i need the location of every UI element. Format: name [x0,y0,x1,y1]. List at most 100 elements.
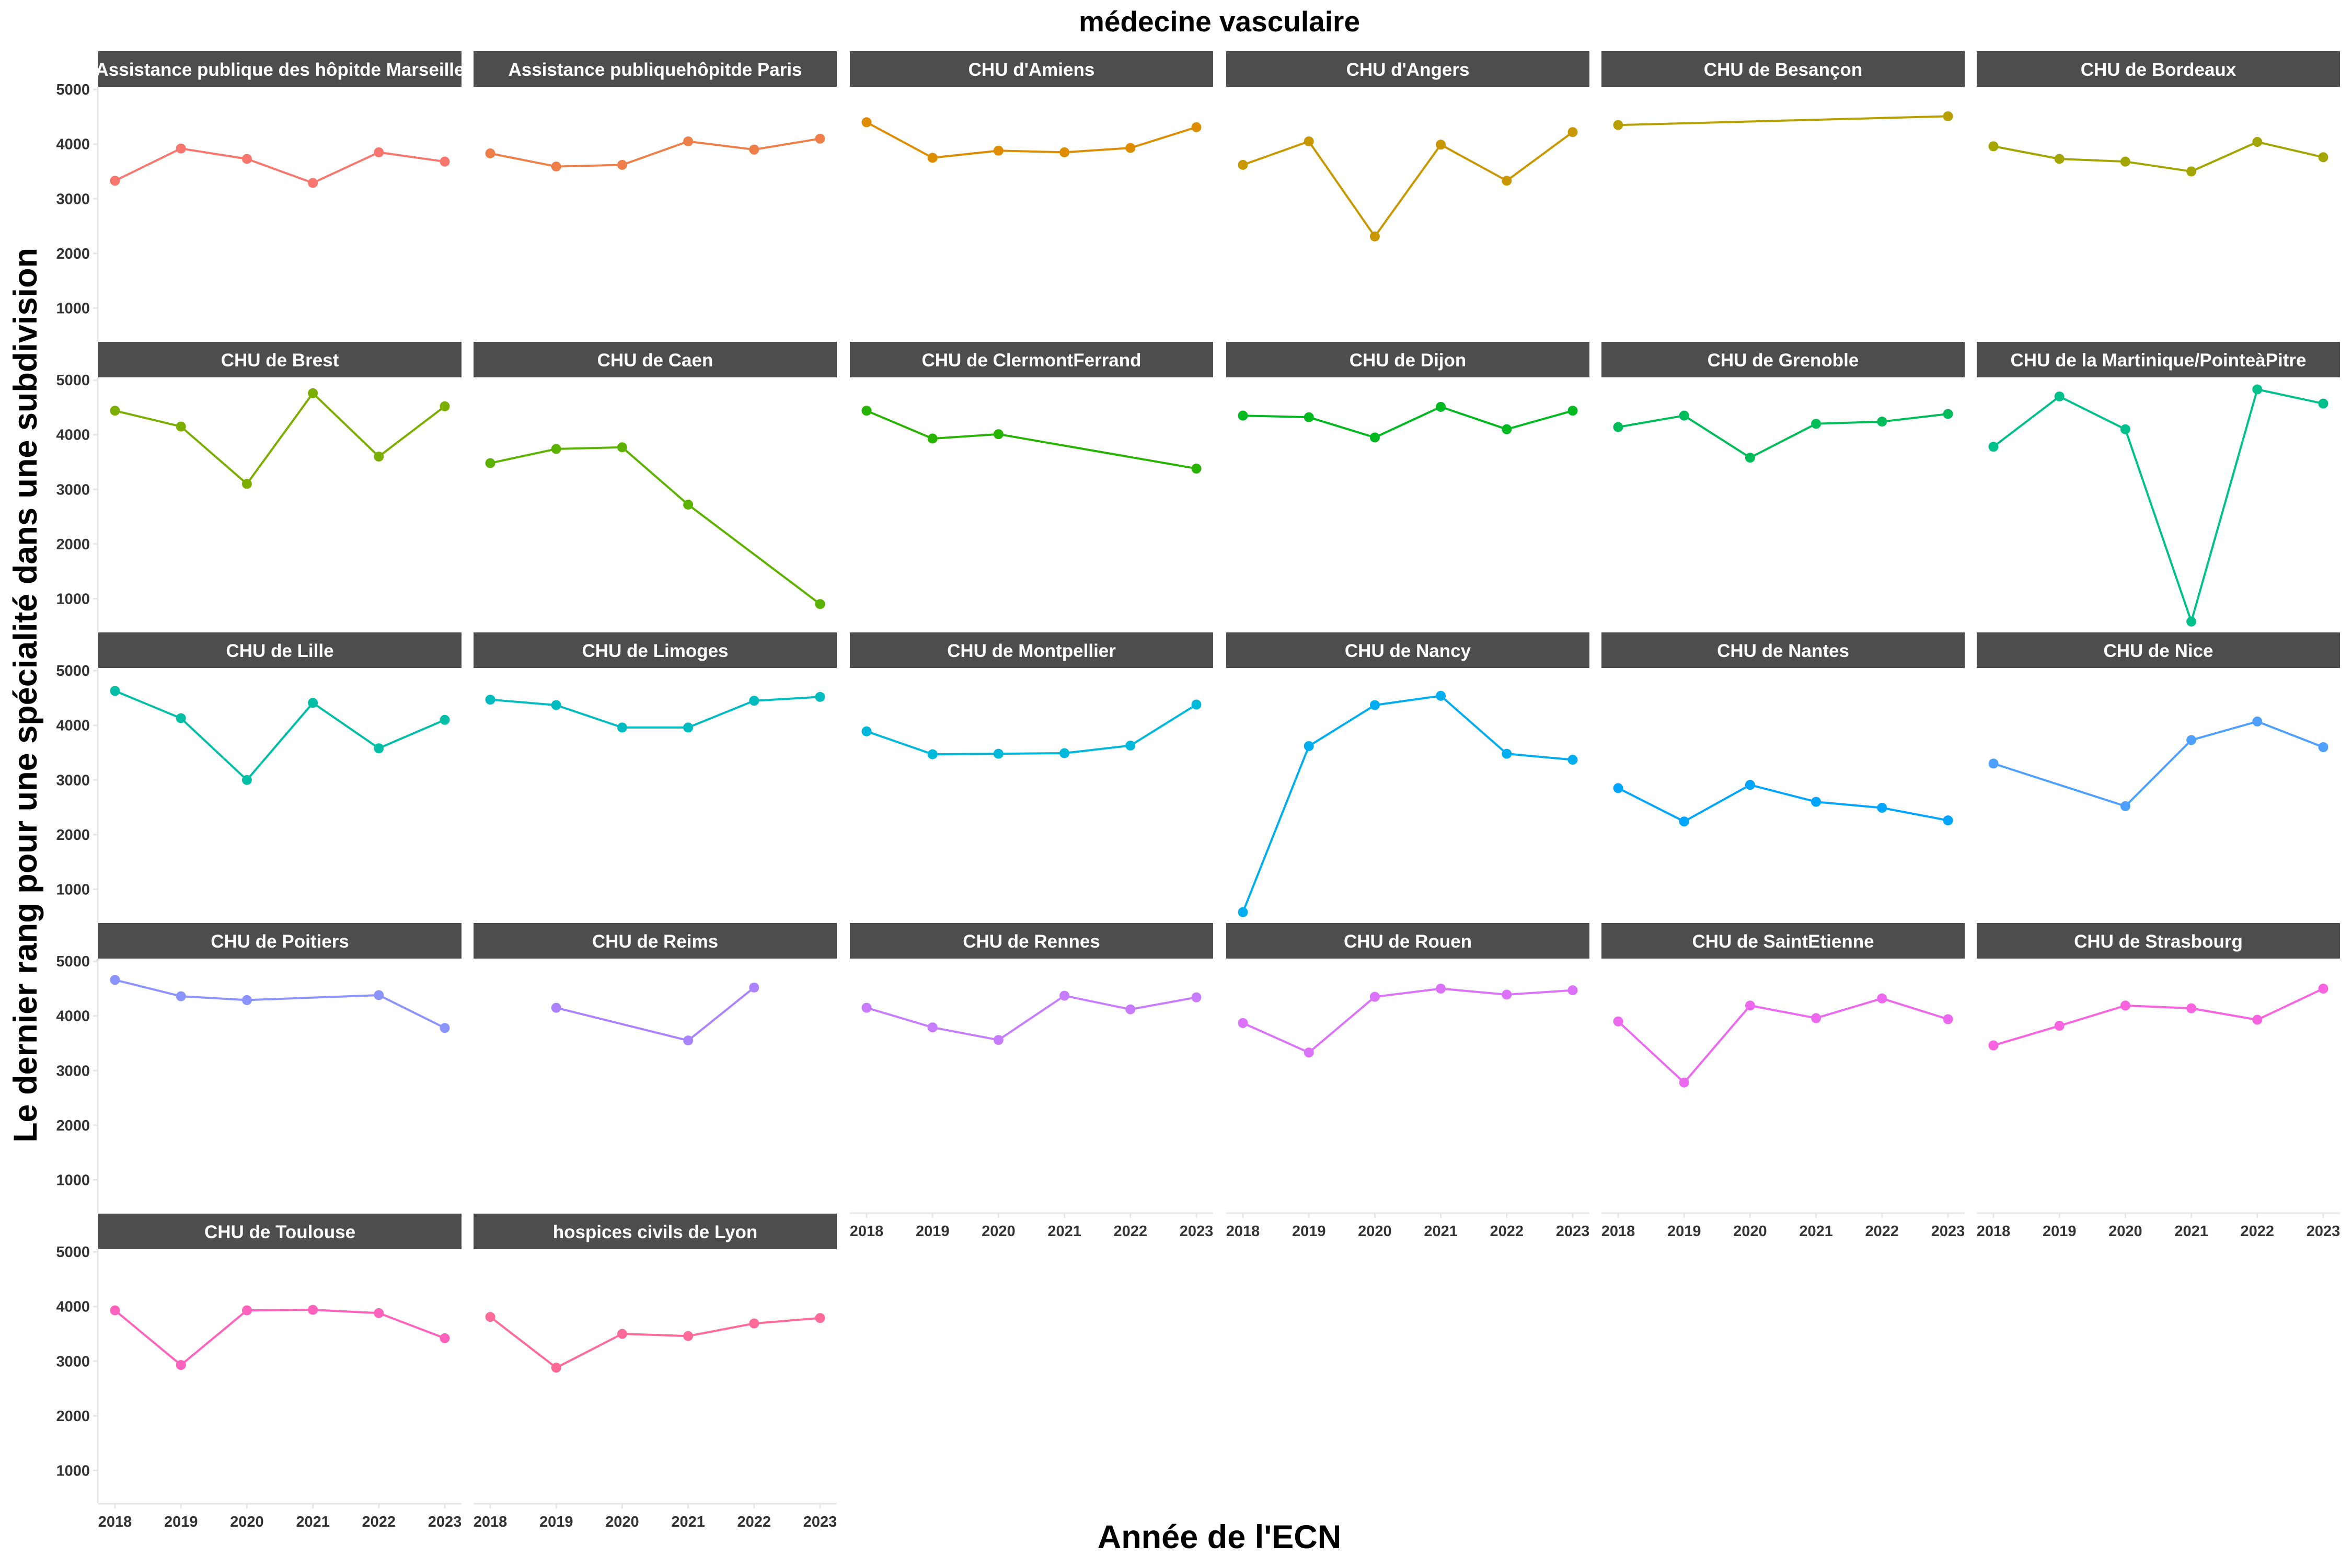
facet-strip-label: CHU de Nancy [1345,641,1471,661]
data-point [2120,1000,2130,1011]
data-point [1369,432,1380,443]
data-point [927,433,938,444]
facet-strip [474,923,837,959]
x-tick-label: 2021 [296,1514,330,1530]
data-point [440,156,450,167]
x-axis-title: Année de l'ECN [1098,1519,1342,1555]
y-tick-label: 4000 [56,136,90,153]
x-tick-label: 2021 [1047,1223,1081,1240]
data-point [1988,442,1999,452]
facet-panel: CHU de Caen [474,342,837,609]
data-point [815,599,825,609]
data-point [374,743,384,754]
data-point [1943,111,1953,121]
facet-strip [474,632,837,668]
data-point [1567,755,1578,765]
facet-strip [98,632,462,668]
facet-strip [1226,632,1589,668]
data-point [861,406,872,416]
x-tick-label: 2023 [2307,1223,2341,1240]
data-point [2054,154,2065,164]
data-point [1369,991,1380,1002]
data-point [1238,907,1248,917]
data-point [1502,424,1512,434]
x-tick-label: 2021 [1799,1223,1833,1240]
data-point [110,1305,120,1316]
x-tick-label: 2019 [539,1514,573,1530]
x-tick-label: 2020 [982,1223,1016,1240]
series-line [1618,413,1949,459]
data-point [440,1333,450,1343]
x-tick-label: 2023 [1180,1223,1214,1240]
data-point [176,991,186,1001]
data-point [683,722,694,733]
facet-strip-label: CHU de Caen [597,350,713,371]
x-tick-label: 2022 [362,1514,396,1530]
data-point [993,145,1004,156]
facet-strip-label: CHU d'Amiens [969,60,1095,80]
data-point [1304,412,1314,422]
data-point [861,726,872,736]
data-point [2252,137,2263,147]
data-point [1745,780,1755,790]
data-point [683,1035,694,1046]
facet-panel: CHU de Nice [1977,632,2340,811]
data-point [1304,136,1314,147]
data-point [683,136,694,147]
data-point [1191,699,1202,710]
data-point [1238,159,1248,170]
y-tick-label: 1000 [56,1172,90,1189]
data-point [1304,1047,1314,1058]
facet-panel: CHU de Brest 1000 2000 3000 4000 5000 [56,342,462,631]
data-point [1943,815,1953,826]
y-tick-label: 1000 [56,591,90,607]
data-point [440,714,450,725]
y-tick-label: 3000 [56,1063,90,1079]
data-point [927,1022,938,1033]
facet-strip-label: CHU de Poitiers [211,931,349,952]
data-point [1613,783,1623,793]
data-point [1369,231,1380,241]
x-tick-label: 2018 [850,1223,884,1240]
series-line [866,409,1197,470]
facet-strip [474,1214,837,1249]
data-point [815,133,825,144]
data-point [1191,122,1202,132]
facet-panel: CHU de Strasbourg 2018 2019 2020 2021 2022 202… [1977,923,2341,1240]
data-point [485,695,495,705]
data-point [2318,152,2328,163]
facet-panel: CHU de Montpellier [850,632,1213,759]
data-point [1125,143,1136,153]
data-point [241,154,252,164]
data-point [110,176,120,186]
data-point [1125,740,1136,751]
data-point [1877,993,1887,1004]
data-point [241,995,252,1005]
facet-strip [98,1214,462,1249]
facet-strip-label: CHU de Strasbourg [2074,931,2243,952]
data-point [176,1360,186,1370]
y-tick-label: 3000 [56,481,90,498]
data-point [1369,700,1380,710]
data-point [551,700,561,710]
facet-panel: CHU de Lille 1000 2000 3000 4000 5000 [56,632,462,922]
data-point [617,442,627,453]
data-point [1436,401,1446,412]
y-tick-label: 2000 [56,1117,90,1134]
data-point [374,1308,384,1318]
x-tick-label: 2023 [1931,1223,1965,1240]
facet-strip-label: CHU de Lille [226,641,333,661]
data-point [551,1363,561,1373]
data-point [1811,1013,1821,1023]
x-tick-label: 2021 [2174,1223,2208,1240]
facet-strip-label: CHU de SaintEtienne [1692,931,1874,952]
data-point [1059,147,1070,157]
data-point [617,159,627,170]
data-point [861,117,872,128]
x-tick-label: 2021 [1424,1223,1458,1240]
y-tick-label: 5000 [56,82,90,98]
series-line [1993,720,2324,808]
data-point [2054,391,2065,402]
facet-panel: CHU de Rouen 2018 2019 2020 2021 2022 2023 [1226,923,1589,1240]
facet-strip [98,51,462,87]
